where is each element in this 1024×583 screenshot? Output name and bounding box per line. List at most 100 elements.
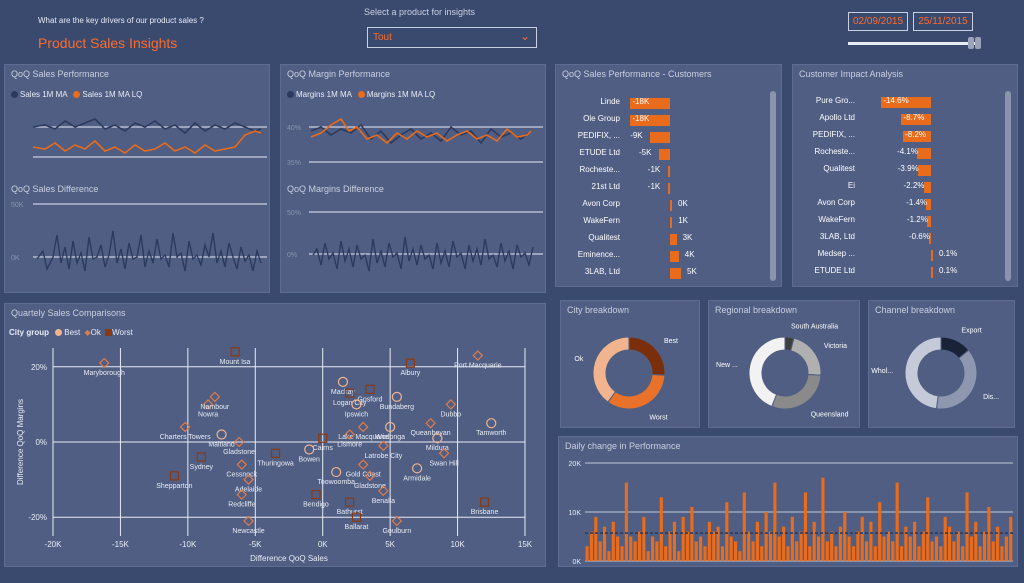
scatter-point[interactable] <box>479 497 490 507</box>
daily-bar[interactable] <box>851 546 856 561</box>
scatter-point[interactable] <box>318 433 328 443</box>
daily-bar[interactable] <box>738 551 742 561</box>
scatter-point[interactable] <box>351 399 362 410</box>
daily-bar[interactable] <box>681 516 685 561</box>
daily-bar[interactable] <box>733 541 738 561</box>
scatter-point[interactable] <box>236 489 248 500</box>
daily-bar[interactable] <box>703 546 707 561</box>
donut-slice[interactable] <box>628 336 666 376</box>
daily-bar[interactable] <box>699 536 703 562</box>
daily-bar[interactable] <box>860 516 864 561</box>
impact-row[interactable]: Ei -2.2% <box>793 179 998 196</box>
daily-bar[interactable] <box>816 536 821 562</box>
daily-bar[interactable] <box>956 531 960 561</box>
customers-row[interactable]: Qualitest 3K <box>556 231 766 248</box>
scatter-point[interactable] <box>357 459 369 470</box>
impact-row[interactable]: Pure Gro... -14.6% <box>793 94 998 111</box>
daily-bar[interactable] <box>585 546 589 561</box>
scatter-point[interactable] <box>391 391 402 402</box>
donut-slice[interactable] <box>790 337 822 376</box>
daily-bar[interactable] <box>908 536 912 562</box>
scatter-point[interactable] <box>169 471 179 481</box>
scatter-point[interactable] <box>351 512 362 522</box>
daily-bar[interactable] <box>690 507 694 561</box>
scatter-point[interactable] <box>345 388 355 398</box>
daily-bar[interactable] <box>786 546 790 561</box>
daily-bar[interactable] <box>808 546 812 561</box>
daily-bar[interactable] <box>642 516 646 561</box>
impact-row[interactable]: ETUDE Ltd 0.1% <box>793 264 998 281</box>
impact-row[interactable]: Medsep ... 0.1% <box>793 247 998 264</box>
impact-row[interactable]: Apollo Ltd -8.7% <box>793 111 998 128</box>
daily-bar[interactable] <box>751 541 755 561</box>
scatter-point[interactable] <box>385 421 396 433</box>
daily-bar[interactable] <box>729 536 733 562</box>
daily-bar[interactable] <box>865 541 869 561</box>
daily-bar[interactable] <box>843 512 847 561</box>
scatter-point[interactable] <box>378 485 389 497</box>
date-start-input[interactable]: 02/09/2015 <box>848 12 908 31</box>
scatter-point[interactable] <box>236 459 248 470</box>
donut-slice[interactable] <box>607 373 666 410</box>
daily-bar[interactable] <box>716 526 720 561</box>
scatter-point[interactable] <box>179 421 191 433</box>
scatter-point[interactable] <box>233 436 245 448</box>
scatter-point[interactable] <box>270 448 281 458</box>
customers-row[interactable]: ETUDE Ltd -5K <box>556 146 766 163</box>
daily-bar[interactable] <box>620 546 624 561</box>
daily-bar[interactable] <box>1009 516 1013 561</box>
donut-slice[interactable] <box>935 349 978 410</box>
scatter-point[interactable] <box>216 429 227 440</box>
date-slider-handle-right[interactable] <box>975 37 981 49</box>
scatter-point[interactable] <box>365 384 375 394</box>
scatter-point[interactable] <box>391 515 403 527</box>
daily-bar[interactable] <box>930 541 934 561</box>
daily-bar[interactable] <box>886 531 891 561</box>
daily-bar[interactable] <box>790 516 794 561</box>
daily-bar[interactable] <box>677 551 681 561</box>
daily-bar[interactable] <box>943 516 947 561</box>
daily-bar[interactable] <box>926 497 930 561</box>
daily-bar[interactable] <box>847 536 851 562</box>
scatter-point[interactable] <box>337 376 349 387</box>
daily-bar[interactable] <box>891 541 895 561</box>
daily-bar[interactable] <box>616 536 620 562</box>
daily-bar[interactable] <box>856 531 860 561</box>
daily-bar[interactable] <box>834 546 838 561</box>
impact-row[interactable]: PEDIFIX, ... -8.2% <box>793 128 998 145</box>
daily-bar[interactable] <box>659 497 663 561</box>
date-slider-track[interactable] <box>848 42 976 45</box>
daily-bar[interactable] <box>602 526 607 561</box>
daily-bar[interactable] <box>764 512 768 561</box>
daily-bar[interactable] <box>939 546 943 561</box>
scatter-point[interactable] <box>98 357 110 369</box>
daily-bar[interactable] <box>965 492 969 561</box>
scatter-point[interactable] <box>405 358 415 368</box>
daily-bar[interactable] <box>825 541 829 561</box>
daily-bar[interactable] <box>607 551 611 561</box>
daily-bar[interactable] <box>594 516 598 561</box>
customers-row[interactable]: WakeFern 1K <box>556 214 766 231</box>
daily-bar[interactable] <box>795 541 799 561</box>
daily-bar[interactable] <box>830 531 834 561</box>
daily-bar[interactable] <box>1004 536 1008 562</box>
scatter-point[interactable] <box>331 466 342 478</box>
customers-row[interactable]: Avon Corp 0K <box>556 197 766 214</box>
scatter-point[interactable] <box>345 497 355 507</box>
daily-bar[interactable] <box>899 546 904 561</box>
scatter-point[interactable] <box>230 347 240 357</box>
daily-bar[interactable] <box>904 526 908 561</box>
customers-row[interactable]: Rocheste... -1K <box>556 163 766 180</box>
impact-row[interactable]: Rocheste... -4.1% <box>793 145 998 162</box>
donut-slice[interactable] <box>748 336 786 408</box>
scatter-point[interactable] <box>432 433 443 444</box>
scatter-point[interactable] <box>412 463 423 474</box>
scatter-point[interactable] <box>311 490 321 500</box>
daily-bar[interactable] <box>799 531 803 561</box>
scatter-point[interactable] <box>472 350 484 361</box>
impact-row[interactable]: WakeFern -1.2% <box>793 213 998 230</box>
daily-bar[interactable] <box>672 521 677 561</box>
scatter-point[interactable] <box>196 452 206 462</box>
donut-slice[interactable] <box>904 336 942 410</box>
daily-bar[interactable] <box>655 541 659 561</box>
